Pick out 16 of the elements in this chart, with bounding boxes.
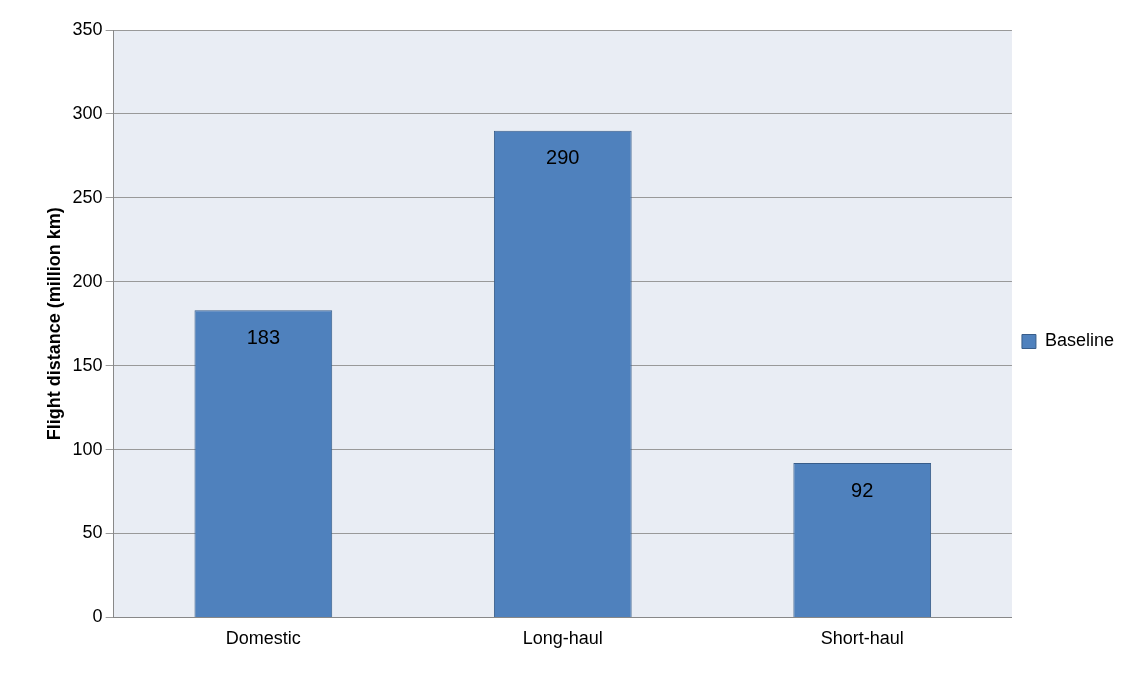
- y-tick-label: 50: [82, 522, 103, 543]
- y-tick-label: 350: [72, 18, 103, 39]
- y-tick-label: 100: [72, 438, 103, 459]
- y-tick-label: 300: [72, 102, 103, 123]
- data-label: 183: [246, 325, 281, 348]
- y-tick-label: 150: [72, 354, 103, 375]
- y-axis-title: Flight distance (million km): [43, 207, 64, 441]
- y-tick-label: 200: [72, 270, 103, 291]
- x-tick-label: Long-haul: [522, 628, 603, 649]
- y-tick-label: 0: [92, 606, 103, 627]
- y-tick-label: 250: [72, 186, 103, 207]
- x-tick-label: Short-haul: [820, 628, 904, 649]
- data-label: 92: [851, 478, 874, 501]
- data-label: 290: [546, 146, 580, 169]
- legend-label: Baseline: [1044, 330, 1114, 351]
- x-tick-label: Domestic: [225, 628, 301, 649]
